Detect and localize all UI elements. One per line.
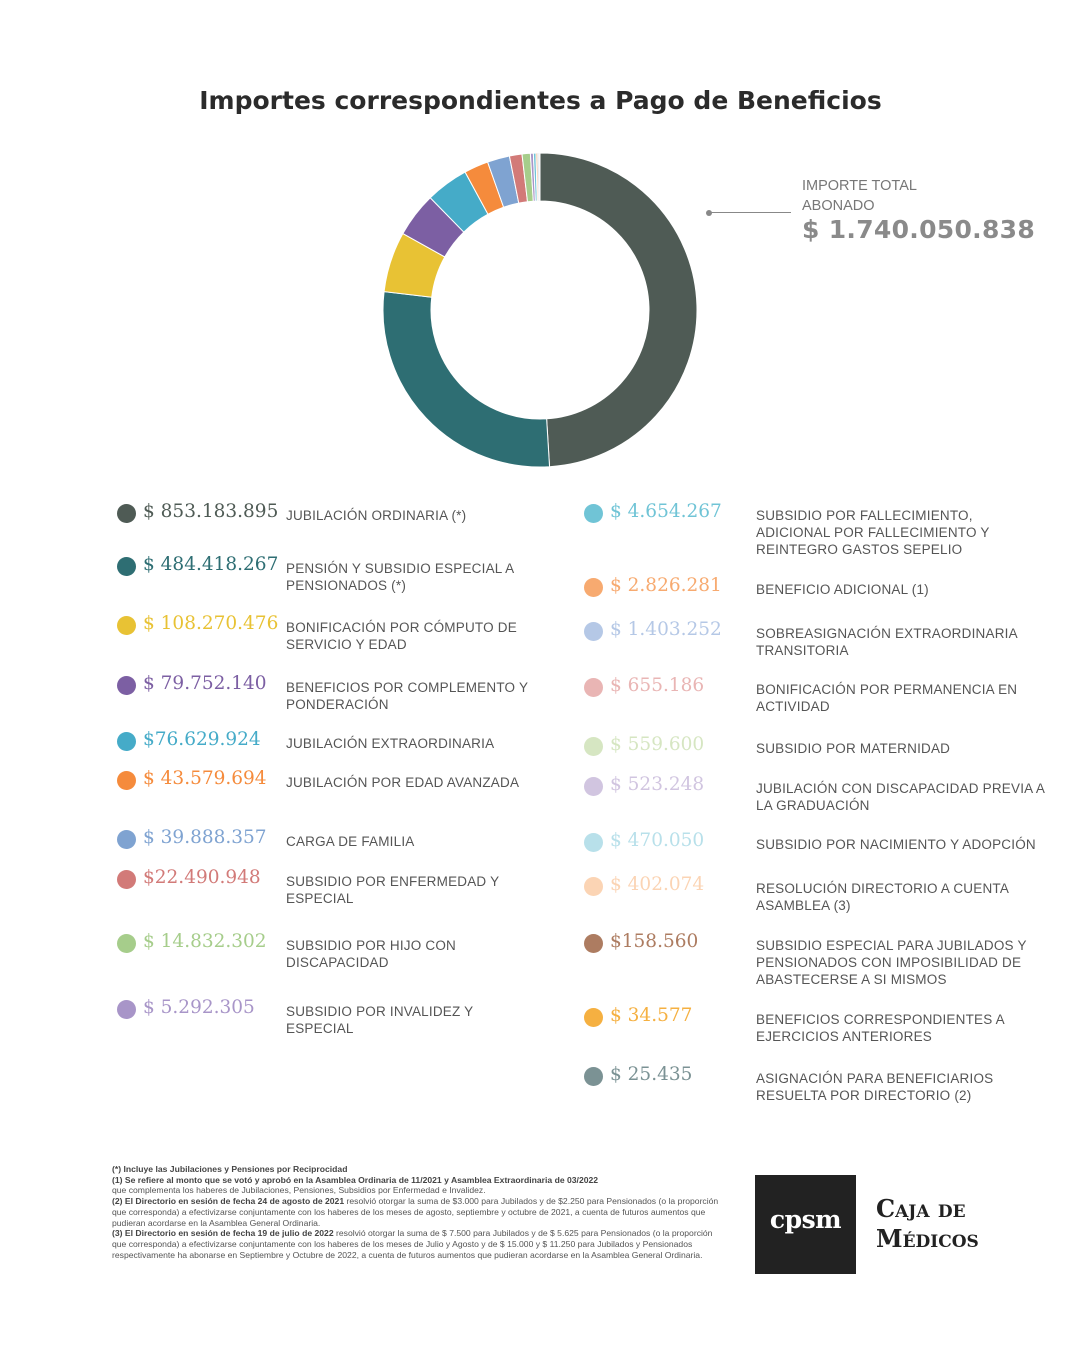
legend-label: PENSIÓN Y SUBSIDIO ESPECIAL A PENSIONADO… <box>286 561 514 593</box>
legend-amount: $ 4.654.267 <box>610 501 722 522</box>
legend-amount: $ 2.826.281 <box>610 575 722 596</box>
legend-amount: $ 25.435 <box>610 1064 693 1085</box>
total-pointer-line <box>707 212 791 213</box>
legend-dot <box>584 737 603 756</box>
brand-line1: Caja de <box>876 1194 966 1223</box>
legend-dot <box>584 877 603 896</box>
total-label-line2: ABONADO <box>802 198 875 214</box>
legend-dot <box>117 771 136 790</box>
legend-dot <box>117 676 136 695</box>
donut-chart <box>382 152 698 468</box>
footnote-1: (1) Se refiere al monto que se votó y ap… <box>112 1174 599 1196</box>
legend-dot <box>584 833 603 852</box>
legend-amount: $76.629.924 <box>143 729 261 750</box>
legend-dot <box>117 504 136 523</box>
legend-label: SUBSIDIO POR HIJO CON DISCAPACIDAD <box>286 938 456 970</box>
brand-name: Caja de Médicos <box>876 1194 979 1254</box>
page-title: Importes correspondientes a Pago de Bene… <box>199 86 882 115</box>
legend-dot <box>584 504 603 523</box>
legend-amount: $ 559.600 <box>610 734 705 755</box>
total-label-line1: IMPORTE TOTAL <box>802 178 917 194</box>
legend-label: SUBSIDIO POR FALLECIMIENTO, ADICIONAL PO… <box>756 508 990 557</box>
footnote-2: (2) El Directorio en sesión de fecha 24 … <box>112 1196 719 1228</box>
legend-dot <box>584 1067 603 1086</box>
legend-dot <box>584 1008 603 1027</box>
legend-label: SUBSIDIO POR INVALIDEZ Y ESPECIAL <box>286 1004 474 1036</box>
footnote-0: (*) Incluye las Jubilaciones y Pensiones… <box>112 1164 348 1174</box>
legend-label: BONIFICACIÓN POR PERMANENCIA EN ACTIVIDA… <box>756 682 1018 714</box>
brand-line2: Médicos <box>876 1224 979 1253</box>
legend-dot <box>117 934 136 953</box>
legend-amount: $ 484.418.267 <box>143 554 279 575</box>
legend-label: SUBSIDIO POR NACIMIENTO Y ADOPCIÓN <box>756 837 1036 852</box>
legend-amount: $ 39.888.357 <box>143 827 267 848</box>
legend-dot <box>584 777 603 796</box>
legend-label: RESOLUCIÓN DIRECTORIO A CUENTA ASAMBLEA … <box>756 881 1009 913</box>
legend-label: SUBSIDIO POR MATERNIDAD <box>756 741 951 756</box>
legend-label: JUBILACIÓN POR EDAD AVANZADA <box>286 775 520 790</box>
legend-amount: $ 43.579.694 <box>143 768 267 789</box>
legend-dot <box>117 557 136 576</box>
legend-dot <box>117 1000 136 1019</box>
legend-dot <box>117 732 136 751</box>
legend-label: JUBILACIÓN CON DISCAPACIDAD PREVIA A LA … <box>756 781 1045 813</box>
legend-dot <box>584 934 603 953</box>
legend-amount: $ 853.183.895 <box>143 501 279 522</box>
legend-amount: $ 1.403.252 <box>610 619 722 640</box>
legend-label: BENEFICIO ADICIONAL (1) <box>756 582 929 597</box>
legend-amount: $ 402.074 <box>610 874 705 895</box>
cpsm-logo-text: cpsm <box>769 1205 842 1234</box>
legend-label: BENEFICIOS CORRESPONDIENTES A EJERCICIOS… <box>756 1012 1005 1044</box>
footnote-3: (3) El Directorio en sesión de fecha 19 … <box>112 1228 713 1260</box>
legend-dot <box>584 578 603 597</box>
donut-slice-1 <box>382 291 551 468</box>
legend-amount: $158.560 <box>610 931 699 952</box>
legend-amount: $ 108.270.476 <box>143 613 279 634</box>
total-label: IMPORTE TOTAL ABONADO <box>802 176 962 216</box>
legend-amount: $ 655.186 <box>610 675 705 696</box>
legend-dot <box>117 870 136 889</box>
donut-slice-0 <box>539 152 698 468</box>
legend-amount: $22.490.948 <box>143 867 261 888</box>
legend-amount: $ 34.577 <box>610 1005 693 1026</box>
legend-label: ASIGNACIÓN PARA BENEFICIARIOS RESUELTA P… <box>756 1071 994 1103</box>
legend-dot <box>584 678 603 697</box>
legend-dot <box>117 830 136 849</box>
legend-amount: $ 79.752.140 <box>143 673 267 694</box>
legend-label: CARGA DE FAMILIA <box>286 834 415 849</box>
legend-amount: $ 14.832.302 <box>143 931 267 952</box>
legend-amount: $ 523.248 <box>610 774 705 795</box>
legend-label: BENEFICIOS POR COMPLEMENTO Y PONDERACIÓN <box>286 680 528 712</box>
total-value: $ 1.740.050.838 <box>802 215 1036 244</box>
legend-label: SUBSIDIO ESPECIAL PARA JUBILADOS Y PENSI… <box>756 938 1027 987</box>
legend-label: BONIFICACIÓN POR CÓMPUTO DE SERVICIO Y E… <box>286 620 517 652</box>
legend-label: JUBILACIÓN EXTRAORDINARIA <box>286 736 495 751</box>
total-pointer-dot <box>706 210 712 216</box>
legend-dot <box>584 622 603 641</box>
cpsm-logo: cpsm <box>755 1175 856 1274</box>
footnotes: (*) Incluye las Jubilaciones y Pensiones… <box>112 1164 722 1260</box>
legend-label: SUBSIDIO POR ENFERMEDAD Y ESPECIAL <box>286 874 500 906</box>
legend-dot <box>117 616 136 635</box>
legend-amount: $ 470.050 <box>610 830 705 851</box>
legend-label: JUBILACIÓN ORDINARIA (*) <box>286 508 467 523</box>
legend-label: SOBREASIGNACIÓN EXTRAORDINARIA TRANSITOR… <box>756 626 1018 658</box>
legend-amount: $ 5.292.305 <box>143 997 255 1018</box>
